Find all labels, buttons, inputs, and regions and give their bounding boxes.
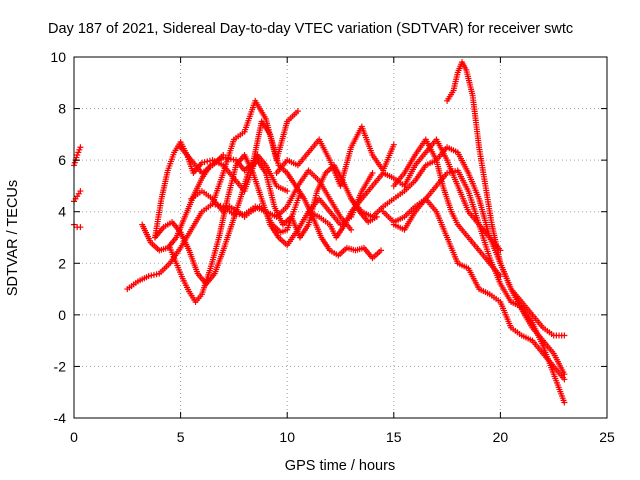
data-point (390, 141, 397, 148)
plot-frame (73, 56, 608, 419)
data-point (369, 170, 376, 177)
x-tick-label: 25 (599, 429, 615, 445)
y-tick-label: 4 (58, 204, 66, 220)
x-tick-label: 20 (493, 429, 509, 445)
data-point (348, 226, 355, 233)
data-point (497, 273, 504, 280)
data-point-interp (449, 168, 456, 175)
data-point (561, 399, 568, 406)
x-tick-label: 5 (177, 429, 185, 445)
axis-ticks (73, 56, 608, 419)
y-tick-label: 0 (58, 307, 66, 323)
x-tick-label: 0 (70, 429, 78, 445)
data-point-interp (201, 159, 208, 166)
y-tick-label: 10 (50, 49, 66, 65)
x-tick-label: 15 (386, 429, 402, 445)
y-tick-label: 6 (58, 152, 66, 168)
x-axis-label: GPS time / hours (285, 458, 395, 474)
data-point (378, 247, 385, 254)
data-point (284, 188, 291, 195)
data-point (77, 224, 84, 231)
data-point (145, 273, 152, 280)
y-tick-label: -2 (54, 358, 67, 374)
data-point (198, 159, 205, 166)
data-point-interp (446, 169, 453, 176)
data-points (71, 59, 568, 406)
data-point (77, 188, 84, 195)
data-point-interp (153, 271, 160, 278)
data-point-interp (148, 272, 155, 279)
y-tick-label: -4 (54, 410, 67, 426)
y-tick-label: 8 (58, 101, 66, 117)
data-point-interp (204, 158, 211, 165)
data-point-interp (150, 271, 157, 278)
data-point (220, 151, 227, 158)
data-point (444, 170, 451, 177)
tick-labels: 0 5 10 15 20 25 -4 -2 0 2 4 6 8 10 (50, 49, 615, 445)
data-point (561, 371, 568, 378)
y-axis-label: SDTVAR / TECUs (5, 180, 21, 296)
data-point (296, 190, 303, 197)
data-point (561, 376, 568, 383)
data-point (561, 332, 568, 339)
data-point (77, 144, 84, 151)
chart-title: Day 187 of 2021, Sidereal Day-to-day VTE… (48, 21, 573, 37)
data-point-interp (452, 168, 459, 175)
data-point (294, 108, 301, 115)
y-tick-label: 2 (58, 255, 66, 271)
grid-lines (74, 57, 607, 418)
x-tick-label: 10 (279, 429, 295, 445)
